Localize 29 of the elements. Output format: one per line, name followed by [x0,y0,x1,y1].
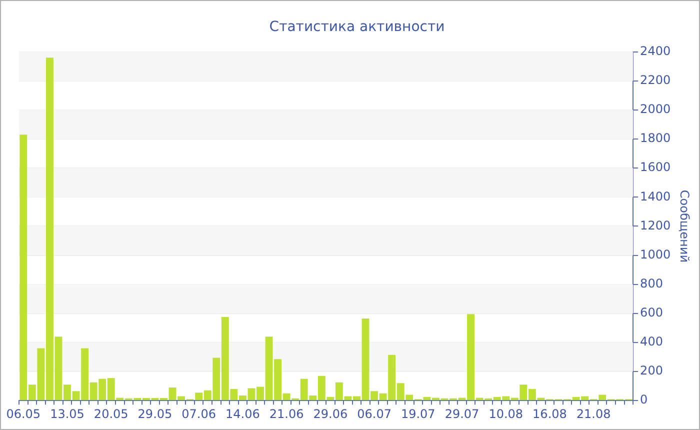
y-tick-label: 0 [640,392,648,407]
y-tick-label: 400 [640,334,663,349]
chart-title: Статистика активности [269,19,445,36]
y-tick-label: 2000 [640,102,671,116]
x-tick-label: 06.07 [357,406,392,421]
y-tick-label: 1000 [640,247,671,262]
y-tick-label: 600 [640,306,663,320]
y-tick-label: 1200 [640,218,671,232]
x-tick-label: 07.06 [182,406,216,421]
x-tick-label: 14.06 [226,406,260,421]
y-tick-label: 1600 [640,160,671,174]
y-tick-label: 200 [640,364,663,378]
x-tick-label: 29.05 [138,406,172,421]
x-tick-label: 19.07 [400,406,436,421]
x-tick-label: 21.08 [576,406,611,421]
y-axis-title: Сообщений [678,190,692,262]
y-tick-label: 800 [640,276,663,290]
y-tick-label: 2400 [640,44,671,58]
x-tick-label: 13.05 [50,406,84,421]
y-tick-label: 1800 [640,131,671,146]
x-tick-label: 16.08 [532,406,567,421]
x-tick-label: 29.07 [444,406,480,421]
x-tick-label: 21.06 [269,406,304,421]
x-tick-label: 10.08 [488,406,524,421]
y-tick-label: 1400 [640,189,671,204]
x-tick-label: 20.05 [94,406,128,421]
x-tick-label: 06.05 [6,406,41,421]
y-tick-label: 2200 [640,72,671,87]
x-tick-label: 29.06 [313,406,348,421]
